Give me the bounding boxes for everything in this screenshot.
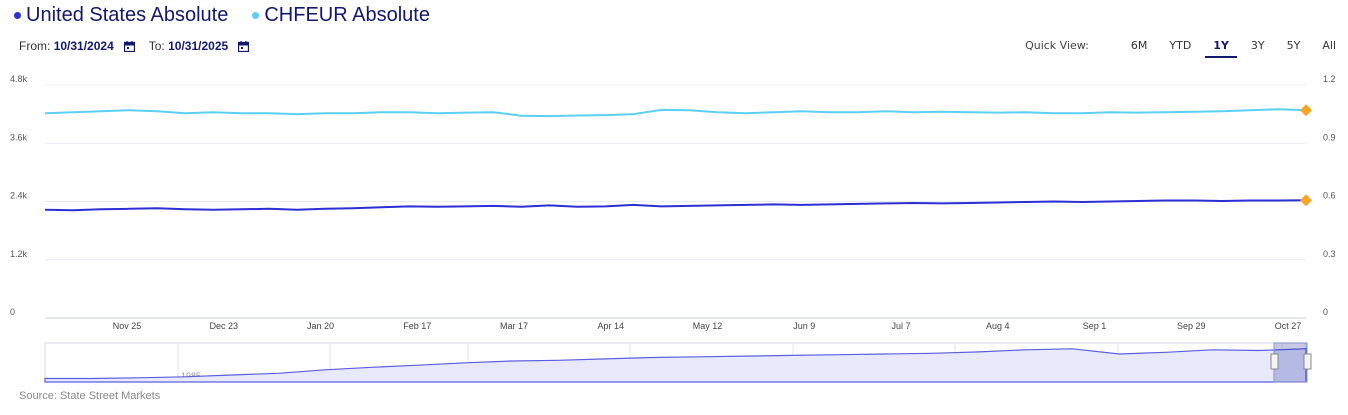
quick-view-label: Quick View: (1025, 39, 1089, 52)
x-tick-label: Feb 17 (403, 321, 431, 331)
quick-view-ytd[interactable]: YTD (1169, 39, 1192, 52)
y-left-tick-label: 4.8k (10, 74, 28, 84)
quick-view-6m[interactable]: 6M (1130, 39, 1148, 52)
y-right-tick-label: 0.3 (1323, 249, 1336, 259)
navigator-handle-right[interactable] (1303, 353, 1312, 370)
quick-view-3y[interactable]: 3Y (1250, 39, 1265, 52)
x-tick-label: Mar 17 (500, 321, 528, 331)
legend-label: CHFEUR Absolute (264, 3, 430, 26)
legend-dot-icon (252, 11, 260, 19)
line-chart: 0 1.2k 2.4k 3.6k 4.8k 0 0.3 0.6 0.9 1.2 Nov 25 Dec … (10, 74, 1336, 383)
legend-dot-icon (14, 11, 21, 19)
legend-label: United States Absolute (26, 3, 229, 26)
y-right-tick-label: 0.6 (1323, 191, 1336, 201)
series-line-united-states (44, 199, 1307, 212)
from-label: From: (19, 39, 51, 53)
x-tick-label: Sep 29 (1177, 321, 1206, 331)
y-left-tick-label: 2.4k (10, 191, 28, 201)
to-date[interactable]: 10/31/2025 (168, 39, 229, 53)
chart-legend: United States Absolute CHFEUR Absolute (8, 2, 430, 28)
y-right-tick-label: 1.2 (1323, 74, 1336, 84)
y-left-tick-label: 0 (10, 307, 15, 317)
y-right-tick-label: 0.9 (1323, 132, 1336, 142)
source-note: Source: State Street Markets (19, 390, 161, 402)
navigator-series-area (44, 348, 1307, 383)
legend-item-chfeur[interactable]: CHFEUR Absolute (246, 4, 430, 27)
x-tick-label: Jun 9 (793, 321, 815, 331)
y-right-tick-label: 0 (1323, 307, 1328, 317)
y-left-tick-label: 1.2k (10, 249, 28, 259)
from-date[interactable]: 10/31/2024 (53, 39, 114, 53)
x-tick-label: Aug 4 (986, 321, 1010, 331)
x-tick-label: May 12 (693, 321, 723, 331)
navigator-handle-left[interactable] (1270, 353, 1279, 370)
date-range: From: 10/31/2024 To: 10/31/2025 (19, 39, 263, 53)
last-value-marker (1300, 194, 1312, 207)
calendar-icon[interactable] (238, 40, 250, 52)
calendar-icon[interactable] (123, 40, 135, 52)
x-tick-label: Jul 7 (891, 321, 910, 331)
to-label: To: (148, 39, 165, 53)
quick-view: Quick View: 6M YTD 1Y 3Y 5Y All (1025, 39, 1336, 58)
quick-view-5y[interactable]: 5Y (1286, 39, 1301, 52)
last-value-marker (1300, 104, 1312, 117)
quick-view-1y[interactable]: 1Y (1205, 39, 1237, 58)
navigator-selection (1273, 342, 1308, 383)
x-tick-label: Oct 27 (1275, 321, 1302, 331)
series-line-chfeur (44, 108, 1307, 118)
y-left-tick-label: 3.6k (10, 132, 28, 142)
legend-item-united-states[interactable]: United States Absolute (8, 4, 228, 27)
x-tick-label: Nov 25 (113, 321, 142, 331)
x-tick-label: Dec 23 (209, 321, 238, 331)
x-tick-label: Apr 14 (597, 321, 624, 331)
quick-view-all[interactable]: All (1322, 39, 1336, 52)
x-tick-label: Sep 1 (1083, 321, 1107, 331)
x-tick-label: Jan 20 (307, 321, 334, 331)
